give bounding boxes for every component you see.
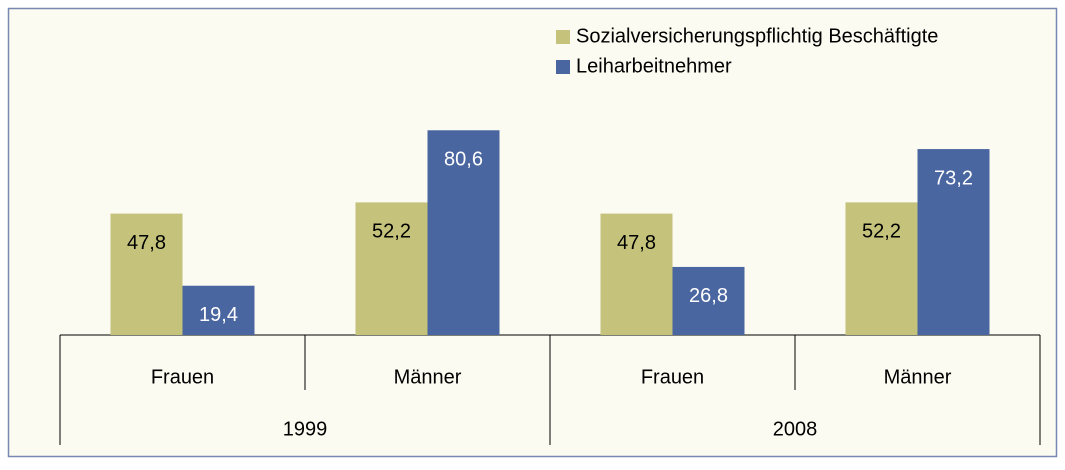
bar (672, 266, 745, 335)
data-label: 26,8 (689, 285, 728, 307)
group-label: 2008 (773, 418, 818, 440)
data-label: 80,6 (444, 149, 483, 171)
legend-swatch (556, 60, 570, 74)
x-tick-label: Männer (884, 366, 952, 388)
data-label: 19,4 (199, 304, 238, 326)
data-label: 73,2 (934, 167, 973, 189)
data-label: 47,8 (617, 232, 656, 254)
legend-label: Sozialversicherungspflichtig Beschäftigt… (576, 25, 938, 47)
x-tick-label: Frauen (151, 366, 214, 388)
bar (110, 213, 183, 335)
bar (845, 202, 918, 335)
data-label: 52,2 (862, 221, 901, 243)
data-label: 52,2 (372, 221, 411, 243)
bar (427, 130, 500, 335)
legend-swatch (556, 30, 570, 44)
legend-label: Leiharbeitnehmer (576, 55, 732, 77)
group-label: 1999 (283, 418, 328, 440)
data-label: 47,8 (127, 232, 166, 254)
bar (182, 285, 255, 335)
bar (355, 202, 428, 335)
x-tick-label: Männer (394, 366, 462, 388)
x-tick-label: Frauen (641, 366, 704, 388)
bar (600, 213, 673, 335)
bar (917, 149, 990, 335)
